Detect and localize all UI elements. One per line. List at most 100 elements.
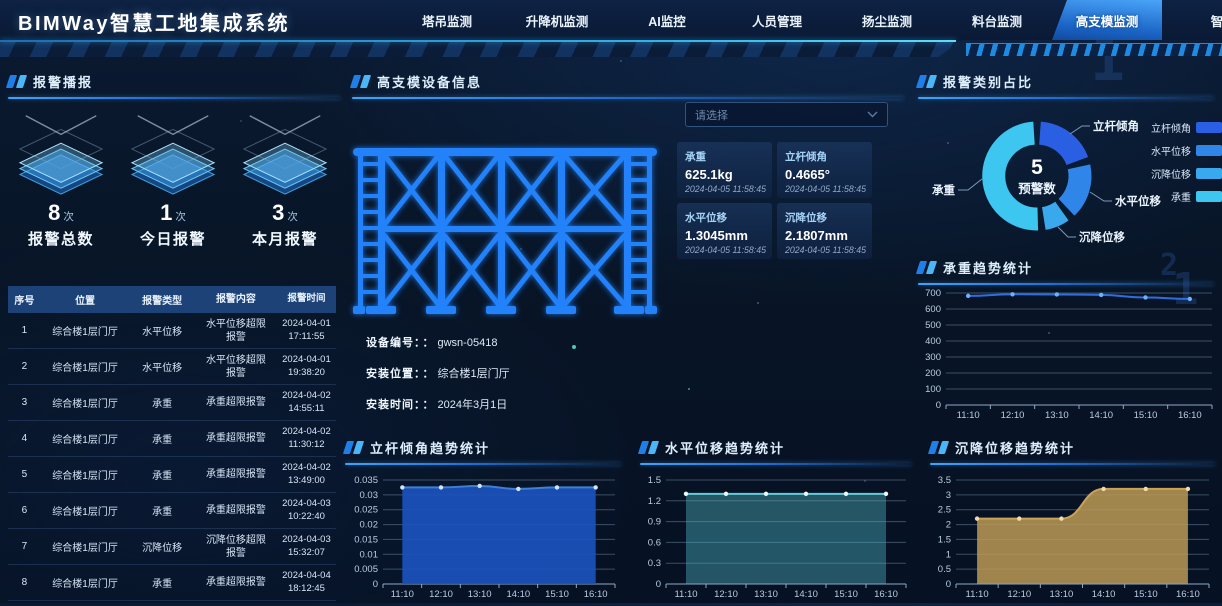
col-header: 报警时间	[287, 293, 326, 305]
table-row: 4 综合楼1层门厅 承重 承重超限报警 2024-04-02 11:30:12	[8, 421, 336, 457]
svg-text:0: 0	[373, 579, 378, 590]
nav-tab-5[interactable]: 料台监测	[971, 14, 1022, 29]
top-bar: BIMWay智慧工地集成系统 塔吊监测 升降机监测 AI监控 人员管理 扬尘监测 料台监测…	[0, 0, 1222, 40]
svg-text:0.015: 0.015	[354, 534, 378, 545]
svg-text:600: 600	[925, 304, 941, 315]
metric-label: 承重	[685, 151, 706, 163]
legend-swatch	[1196, 122, 1222, 133]
stat-value: 3	[272, 200, 285, 225]
col-header: 报警类型	[142, 296, 183, 307]
stat-label: 今日报警	[139, 231, 206, 248]
section-marker-icon	[349, 75, 372, 88]
svg-text:3.5: 3.5	[938, 475, 951, 486]
incline-trend-chart: 0 0.005 0.01 0.015 0.02 0.025 0.03 0.035 11:10 12…	[345, 473, 621, 601]
nav-tab-0[interactable]: 塔吊监测	[421, 14, 472, 29]
metric-timestamp: 2024-04-05 11:58:45	[685, 184, 767, 194]
metric-value: 2.1807mm	[785, 228, 848, 243]
nav-tabs: 塔吊监测 升降机监测 AI监控 人员管理 扬尘监测 料台监测 高支模监测 智	[392, 0, 1222, 40]
legend-item-load[interactable]: 承重	[1146, 185, 1222, 208]
legend-swatch	[1196, 168, 1222, 179]
cell-time: 2024-04-04 18:12:45	[282, 569, 331, 594]
cell-time: 2024-04-02 14:55:11	[282, 389, 331, 414]
svg-text:13:10: 13:10	[1050, 589, 1074, 600]
nav-tab-3[interactable]: 人员管理	[751, 14, 802, 29]
svg-text:500: 500	[925, 320, 941, 331]
svg-text:16:10: 16:10	[1178, 410, 1202, 421]
section-underline	[640, 463, 912, 465]
device-select[interactable]: 请选择	[685, 102, 888, 127]
svg-text:15:10: 15:10	[1134, 589, 1158, 600]
metric-label: 立杆倾角	[785, 151, 827, 163]
horizontal-trend-panel: 水平位移趋势统计 0 0.3 0.6 0.9 1.2 1.5 11:10 12:10 13:10…	[637, 438, 912, 601]
svg-text:12:10: 12:10	[1001, 410, 1025, 421]
legend-swatch	[1196, 191, 1222, 202]
decor-digit: 2	[1160, 248, 1179, 283]
svg-text:15:10: 15:10	[545, 589, 569, 600]
settlement-trend-chart: 0 0.5 1 1.5 2 2.5 3 3.5 11:10 12:10 13:10 14:10 15:1…	[930, 473, 1215, 601]
cell-location: 综合楼1层门厅	[52, 435, 118, 446]
svg-text:16:10: 16:10	[874, 589, 898, 600]
cell-type: 承重	[152, 399, 173, 410]
section-title: 承重趋势统计	[943, 261, 1034, 276]
svg-text:11:10: 11:10	[966, 589, 989, 600]
stat-unit: 次	[287, 211, 298, 223]
cell-location: 综合楼1层门厅	[52, 363, 118, 374]
section-underline	[352, 97, 904, 99]
metric-card-incline: 立杆倾角 0.4665° 2024-04-05 11:58:45	[777, 142, 872, 198]
svg-text:11:10: 11:10	[391, 589, 414, 600]
svg-text:700: 700	[925, 288, 941, 299]
svg-text:0.3: 0.3	[648, 558, 661, 569]
nav-tab-6[interactable]: 高支模监测	[1052, 0, 1162, 40]
cell-location: 综合楼1层门厅	[52, 579, 118, 590]
legend-item-settlement[interactable]: 沉降位移	[1146, 162, 1222, 185]
section-title: 水平位移趋势统计	[665, 441, 786, 456]
svg-text:400: 400	[925, 336, 941, 347]
legend-item-incline[interactable]: 立杆倾角	[1146, 116, 1222, 139]
alarm-table-header: 序号 位置 报警类型 报警内容 报警时间	[8, 286, 336, 313]
svg-text:13:10: 13:10	[468, 589, 492, 600]
svg-text:0.03: 0.03	[360, 490, 379, 501]
svg-text:1.5: 1.5	[938, 534, 951, 545]
cell-time: 2024-04-02 11:30:12	[282, 425, 331, 450]
section-marker-icon	[5, 75, 28, 88]
cell-type: 承重	[152, 507, 173, 518]
decor-digit: 1	[1172, 264, 1199, 315]
svg-text:0.5: 0.5	[938, 564, 951, 575]
cell-no: 5	[21, 469, 28, 480]
nav-tab-7[interactable]: 智	[1210, 14, 1222, 29]
svg-text:13:10: 13:10	[1045, 410, 1069, 421]
cell-no: 3	[21, 397, 28, 408]
cell-type: 承重	[152, 579, 173, 590]
header-stripe-left	[0, 40, 962, 57]
nav-tab-4[interactable]: 扬尘监测	[861, 14, 912, 29]
app-title: BIMWay智慧工地集成系统	[18, 13, 291, 35]
device-info: 设备编号：： gwsn-05418 安装位置：：综合楼1层门厅 安装时间：： 202…	[366, 334, 510, 427]
svg-text:14:10: 14:10	[794, 589, 818, 600]
cell-type: 水平位移	[142, 327, 183, 338]
svg-text:13:10: 13:10	[754, 589, 778, 600]
nav-tab-2[interactable]: AI监控	[648, 14, 686, 29]
select-placeholder: 请选择	[695, 109, 728, 122]
svg-text:100: 100	[925, 384, 941, 395]
alarm-table-body: 1 综合楼1层门厅 水平位移 水平位移超限报警 2024-04-01 17:11…	[8, 313, 336, 601]
metric-card-load: 承重 625.1kg 2024-04-05 11:58:45	[677, 142, 772, 198]
donut-center-value: 5	[1031, 156, 1043, 179]
cell-location: 综合楼1层门厅	[52, 327, 118, 338]
donut-legend: 立杆倾角 水平位移 沉降位移 承重	[1146, 116, 1222, 208]
svg-text:1.5: 1.5	[648, 475, 661, 486]
horizontal-trend-chart: 0 0.3 0.6 0.9 1.2 1.5 11:10 12:10 13:10 14:10 15:1…	[640, 473, 912, 601]
svg-text:14:10: 14:10	[1089, 410, 1113, 421]
header-stripe-right	[966, 43, 1222, 56]
stat-unit: 次	[175, 211, 186, 223]
table-row: 6 综合楼1层门厅 承重 承重超限报警 2024-04-03 10:22:40	[8, 493, 336, 529]
svg-text:16:10: 16:10	[1176, 589, 1200, 600]
stat-label: 本月报警	[251, 231, 318, 248]
svg-text:14:10: 14:10	[506, 589, 530, 600]
chevron-down-icon	[867, 111, 878, 118]
legend-item-horizontal[interactable]: 水平位移	[1146, 139, 1222, 162]
legend-swatch	[1196, 145, 1222, 156]
device-panel-header: 高支模设备信息	[349, 72, 904, 99]
nav-tab-1[interactable]: 升降机监测	[525, 14, 589, 29]
info-device-id: 设备编号：： gwsn-05418	[366, 337, 498, 349]
cell-content: 承重超限报警	[205, 577, 266, 588]
